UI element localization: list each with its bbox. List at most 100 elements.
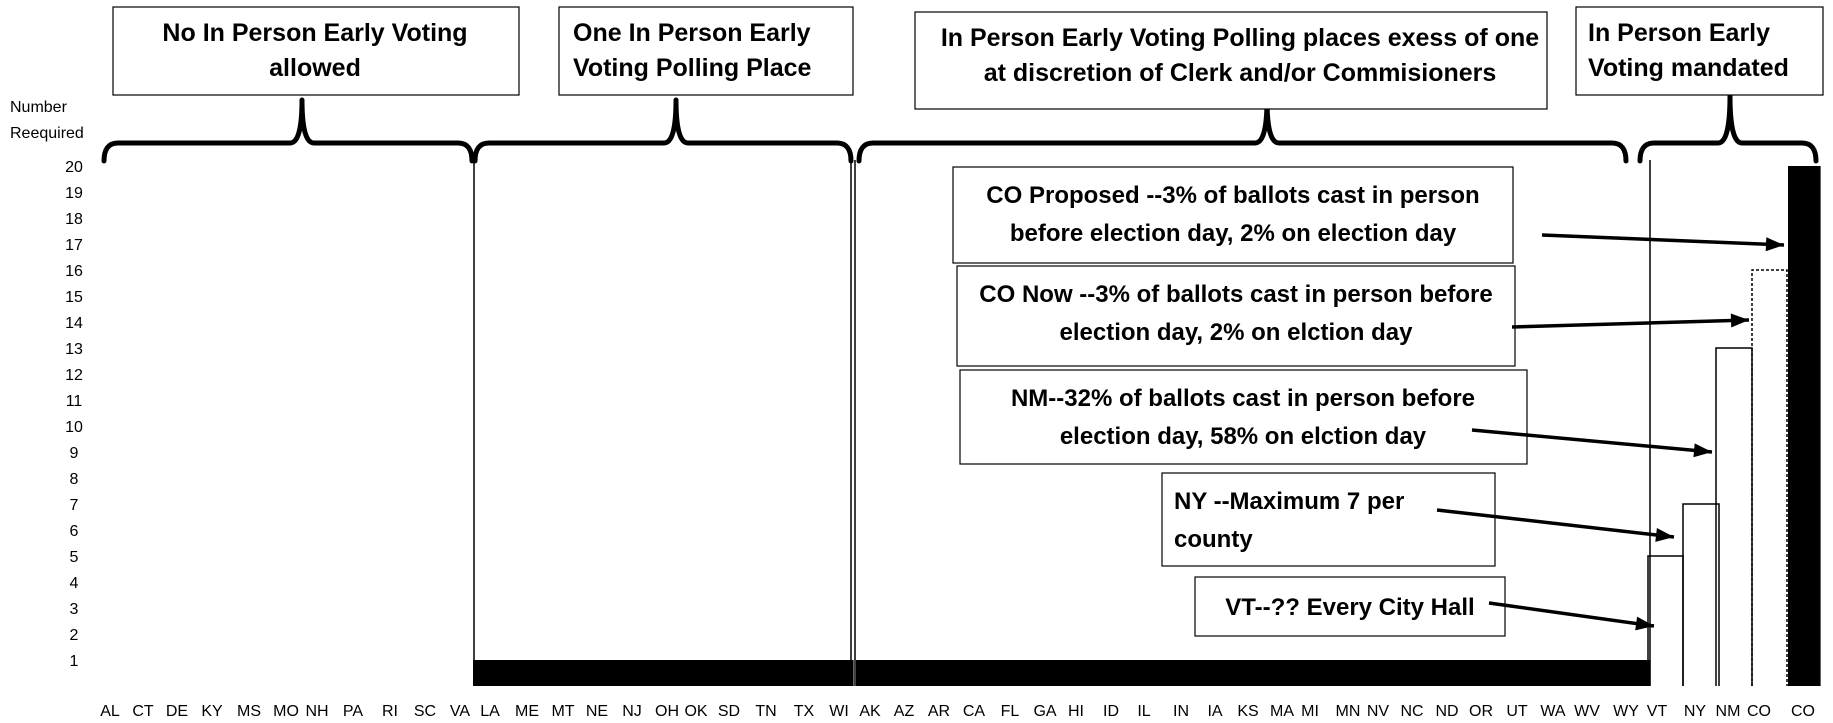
bar-me <box>507 660 543 686</box>
annotation-arrowhead <box>1693 443 1712 458</box>
group-header-label: In Person Early Voting Polling places ex… <box>941 24 1539 52</box>
bar-sd <box>714 660 750 686</box>
bar-ok <box>680 660 716 686</box>
category-label: AK <box>859 703 881 720</box>
category-label: WV <box>1574 703 1600 720</box>
annotation-box <box>952 166 1514 264</box>
bar-nc <box>1408 660 1444 686</box>
category-label: ND <box>1435 703 1458 720</box>
annotation-arrow <box>1541 233 1785 247</box>
group-header-box <box>914 11 1548 110</box>
annotation-text: CO Proposed --3% of ballots cast in pers… <box>986 182 1479 209</box>
category-label: VA <box>450 703 470 720</box>
group-brace <box>101 97 475 164</box>
annotation-text: NY --Maximum 7 per <box>1174 488 1404 515</box>
category-label: NH <box>305 703 328 720</box>
annotation-text: CO Now --3% of ballots cast in person be… <box>979 281 1492 308</box>
group-header-label: One In Person Early <box>573 19 811 47</box>
category-label: MI <box>1301 703 1319 720</box>
bar-id <box>1097 660 1133 686</box>
annotation-text: VT--?? Every City Hall <box>1225 594 1474 621</box>
x-axis-categories: AL CT DE KY MS MO NH PA RI SC VA LA ME MT NE NJ OH OK SD TN… <box>100 703 1815 720</box>
y-tick-label: 2 <box>70 627 79 644</box>
annotation-arrow <box>1511 318 1750 329</box>
annotation-box <box>959 369 1528 465</box>
y-tick-label: 14 <box>65 315 83 332</box>
category-label: NV <box>1367 703 1390 720</box>
y-tick-label: 18 <box>65 211 83 228</box>
category-label: DE <box>166 703 188 720</box>
bar-wi <box>818 660 854 686</box>
bar-ma <box>1270 660 1306 686</box>
y-tick-label: 15 <box>65 289 83 306</box>
bar-ia <box>1201 660 1237 686</box>
category-label: OH <box>655 703 679 720</box>
annotation-text: county <box>1174 526 1253 553</box>
category-label: MS <box>237 703 261 720</box>
bar-or <box>1477 660 1513 686</box>
annotation-box <box>1161 472 1496 567</box>
y-tick-label: 6 <box>70 523 79 540</box>
category-label: KY <box>201 703 223 720</box>
y-tick-label: 4 <box>70 575 79 592</box>
group-header-label: Voting Polling Place <box>573 54 812 82</box>
category-label: IA <box>1207 703 1222 720</box>
category-label: UT <box>1506 703 1528 720</box>
category-label: SD <box>718 703 740 720</box>
bar-ny <box>1682 503 1720 686</box>
group-brace <box>472 97 854 164</box>
annotation-arrowhead <box>1730 313 1749 328</box>
bar-nd <box>1442 660 1478 686</box>
category-label: WY <box>1613 703 1639 720</box>
category-label: NJ <box>622 703 642 720</box>
annotation-arrowhead <box>1635 616 1654 631</box>
category-label: GA <box>1033 703 1056 720</box>
bar-wv <box>1581 660 1617 686</box>
y-tick-label: 19 <box>65 185 83 202</box>
category-label: ID <box>1103 703 1119 720</box>
bar-ks <box>1235 660 1271 686</box>
y-tick-label: 20 <box>65 159 83 176</box>
annotation-arrowhead <box>1655 528 1674 542</box>
annotation-text: election day, 2% on elction day <box>1060 319 1414 346</box>
bar-vt <box>1647 555 1684 686</box>
category-label: CO <box>1747 703 1771 720</box>
category-label: WA <box>1540 703 1566 720</box>
category-label: TN <box>755 703 776 720</box>
y-tick-label: 1 <box>70 653 79 670</box>
bar-ar <box>925 660 961 686</box>
group-dividers <box>473 160 1651 686</box>
y-tick-label: 12 <box>65 367 83 384</box>
bar-mt <box>542 660 578 686</box>
category-label: CT <box>132 703 154 720</box>
category-label: AZ <box>894 703 915 720</box>
group-header-box <box>1575 6 1824 96</box>
bar-fl <box>994 660 1030 686</box>
category-label: AR <box>928 703 950 720</box>
y-tick-label: 10 <box>65 419 83 436</box>
bar-nj <box>611 660 647 686</box>
category-label: ME <box>515 703 539 720</box>
bar-oh <box>645 660 681 686</box>
bar-wa <box>1546 660 1582 686</box>
group-header-box <box>112 6 520 96</box>
category-label: AL <box>100 703 120 720</box>
group-header-label: In Person Early <box>1588 19 1770 47</box>
category-label: NE <box>586 703 608 720</box>
annotation-box <box>956 265 1516 367</box>
bar-az <box>890 660 926 686</box>
bar-il <box>1132 660 1168 686</box>
category-label: IL <box>1137 703 1150 720</box>
bar-hi <box>1063 660 1099 686</box>
category-label: OK <box>684 703 707 720</box>
annotation-arrow <box>1488 601 1655 628</box>
bar-la <box>473 660 509 686</box>
category-label: RI <box>382 703 398 720</box>
category-label: WI <box>829 703 849 720</box>
category-label: KS <box>1237 703 1258 720</box>
category-label: IN <box>1173 703 1189 720</box>
bar-tx <box>783 660 819 686</box>
bar-co <box>1751 269 1788 686</box>
group-headers: No In Person Early Voting allowed One In P… <box>112 6 1824 110</box>
